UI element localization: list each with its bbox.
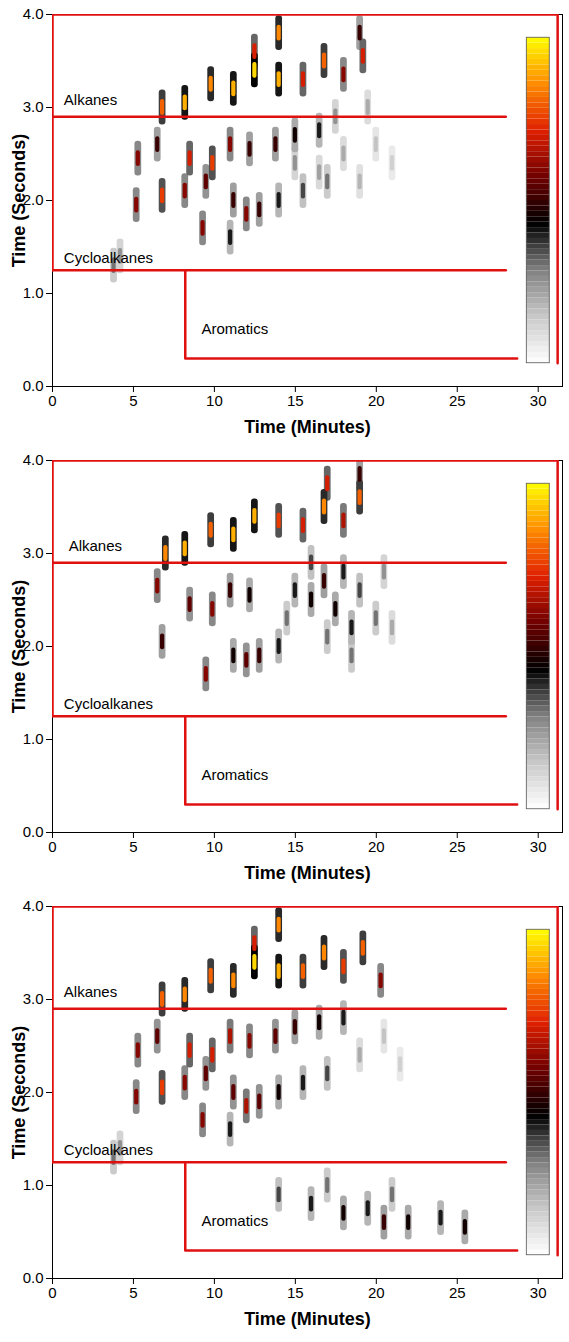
svg-text:0.0: 0.0 (23, 1269, 44, 1286)
svg-text:3.0: 3.0 (23, 990, 44, 1007)
svg-text:25: 25 (449, 838, 466, 855)
svg-text:10: 10 (206, 1284, 223, 1301)
svg-text:4.0: 4.0 (23, 897, 44, 914)
svg-text:20: 20 (368, 392, 385, 409)
svg-text:2.0: 2.0 (22, 1083, 44, 1101)
svg-text:25: 25 (449, 1284, 466, 1301)
svg-text:20: 20 (368, 1284, 385, 1301)
svg-text:0: 0 (48, 838, 56, 855)
svg-text:30: 30 (530, 1284, 547, 1301)
svg-text:1.0: 1.0 (23, 284, 44, 301)
svg-text:Cycloalkanes: Cycloalkanes (64, 1141, 153, 1158)
svg-text:Time (Seconds): Time (Seconds) (9, 134, 29, 268)
svg-text:1.0: 1.0 (23, 730, 44, 747)
svg-text:3.0: 3.0 (23, 544, 44, 561)
svg-text:5: 5 (129, 838, 137, 855)
svg-text:2.0: 2.0 (22, 637, 44, 655)
svg-text:Alkanes: Alkanes (64, 983, 117, 1000)
svg-text:2.0: 2.0 (22, 191, 44, 209)
svg-text:5: 5 (129, 392, 137, 409)
svg-text:10: 10 (206, 838, 223, 855)
svg-text:Time (Minutes): Time (Minutes) (244, 1309, 371, 1329)
svg-text:Time (Minutes): Time (Minutes) (244, 417, 371, 437)
svg-text:0: 0 (48, 392, 56, 409)
svg-text:Alkanes: Alkanes (64, 91, 117, 108)
svg-text:15: 15 (287, 838, 304, 855)
svg-text:1.0: 1.0 (23, 1176, 44, 1193)
svg-text:Time (Seconds): Time (Seconds) (9, 1026, 29, 1160)
svg-text:3.0: 3.0 (23, 98, 44, 115)
svg-text:30: 30 (530, 392, 547, 409)
svg-text:Time (Minutes): Time (Minutes) (244, 863, 371, 883)
svg-text:4.0: 4.0 (23, 451, 44, 468)
svg-text:Cycloalkanes: Cycloalkanes (64, 249, 153, 266)
svg-text:Aromatics: Aromatics (201, 766, 268, 783)
svg-text:0: 0 (48, 1284, 56, 1301)
svg-text:10: 10 (206, 392, 223, 409)
svg-text:Time (Seconds): Time (Seconds) (9, 580, 29, 714)
svg-text:15: 15 (287, 1284, 304, 1301)
svg-text:30: 30 (530, 838, 547, 855)
svg-text:4.0: 4.0 (23, 5, 44, 22)
svg-text:0.0: 0.0 (23, 377, 44, 394)
svg-text:Aromatics: Aromatics (201, 320, 268, 337)
svg-text:5: 5 (129, 1284, 137, 1301)
svg-text:20: 20 (368, 838, 385, 855)
svg-text:Cycloalkanes: Cycloalkanes (64, 695, 153, 712)
svg-text:Aromatics: Aromatics (201, 1212, 268, 1229)
svg-text:Alkanes: Alkanes (69, 537, 122, 554)
svg-text:25: 25 (449, 392, 466, 409)
svg-text:0.0: 0.0 (23, 823, 44, 840)
svg-text:15: 15 (287, 392, 304, 409)
